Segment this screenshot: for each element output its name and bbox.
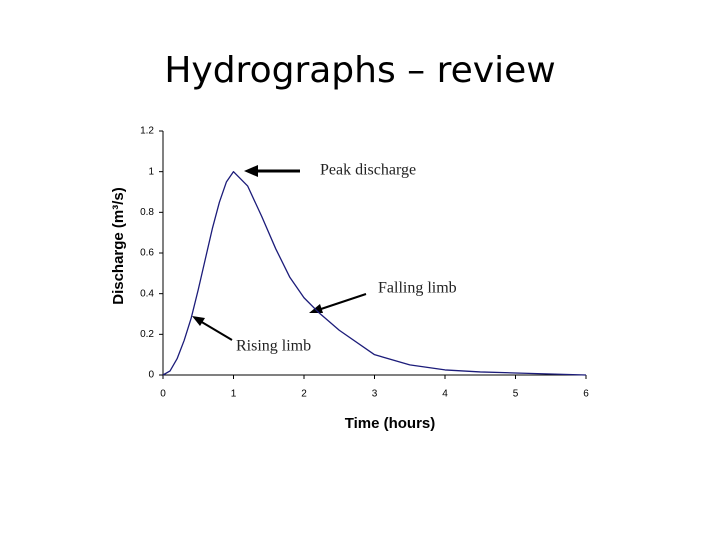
slide-title: Hydrographs – review [164, 50, 555, 91]
arrow [199, 320, 233, 341]
x-tick-label: 1 [231, 389, 237, 400]
arrows [192, 165, 367, 341]
x-tick-label: 5 [513, 389, 519, 400]
x-tick-label: 3 [372, 389, 378, 400]
arrow-head [192, 316, 205, 326]
annotation: Falling limb [378, 280, 457, 297]
y-axis-title: Discharge (m³/s) [110, 187, 127, 305]
annotation: Rising limb [236, 338, 311, 355]
y-tick-label: 0 [148, 370, 154, 381]
annotation: Peak discharge [320, 162, 416, 179]
x-tick-label: 2 [301, 389, 307, 400]
x-axis-title: Time (hours) [345, 415, 436, 432]
arrow [317, 293, 367, 311]
y-tick-label: 0.4 [140, 288, 154, 299]
y-tick-label: 0.2 [140, 329, 154, 340]
arrow-head [244, 165, 258, 177]
x-tick-label: 4 [442, 389, 448, 400]
y-tick-label: 1.2 [140, 126, 154, 137]
y-tick-label: 1 [148, 166, 154, 177]
x-tick-label: 0 [160, 389, 166, 400]
arrow-head [309, 304, 323, 313]
x-tick-label: 6 [583, 389, 589, 400]
hydrograph-line [162, 171, 587, 376]
y-tick-label: 0.6 [140, 248, 154, 259]
y-tick-label: 0.8 [140, 207, 154, 218]
